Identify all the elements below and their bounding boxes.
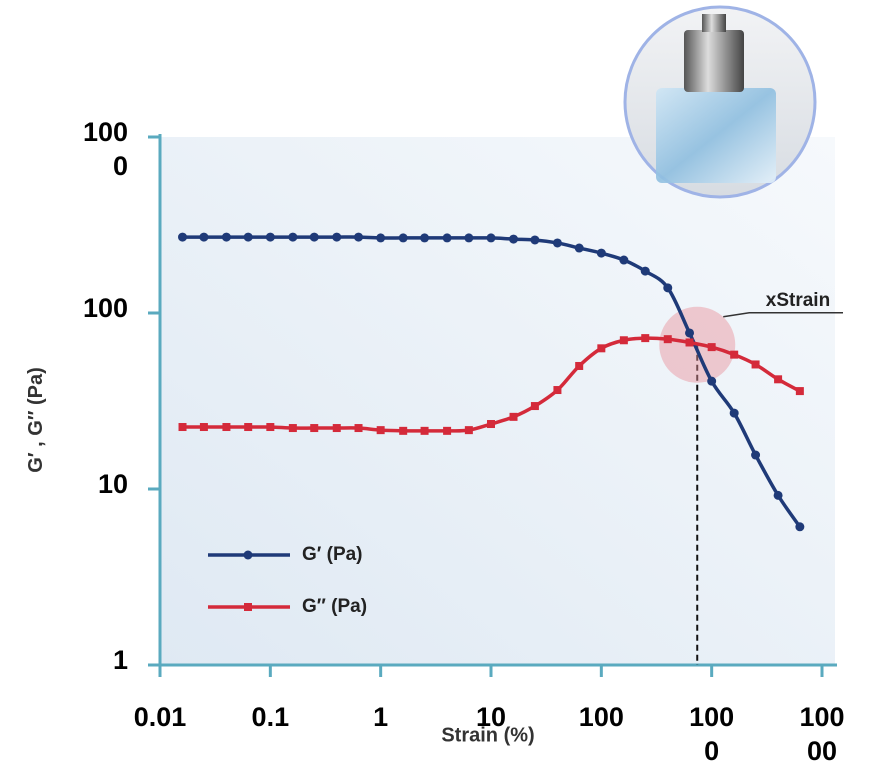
data-point (619, 255, 629, 265)
data-point (509, 412, 518, 421)
x-axis-label: Strain (%) (441, 724, 534, 746)
data-point (486, 233, 496, 243)
data-point (619, 336, 628, 345)
data-point (663, 283, 673, 293)
data-point (707, 376, 717, 386)
data-point (774, 375, 783, 384)
x-tick-label: 100 (578, 702, 624, 732)
legend-label: G′ (Pa) (302, 544, 363, 565)
data-point (641, 334, 650, 343)
annotation-label: xStrain (766, 290, 830, 311)
data-point (288, 232, 298, 242)
data-point (332, 232, 342, 242)
data-point (596, 248, 606, 258)
data-point (530, 235, 540, 245)
data-point (663, 335, 672, 344)
legend-marker (244, 603, 252, 611)
data-point (530, 402, 539, 411)
data-point (552, 238, 562, 248)
data-point (751, 360, 760, 369)
data-point (399, 426, 408, 435)
data-point (443, 426, 452, 435)
data-point (575, 361, 584, 370)
x-tick-label: 0.01 (133, 702, 187, 732)
data-point (487, 420, 495, 429)
data-point (730, 350, 739, 359)
data-point (640, 266, 650, 276)
data-point (464, 233, 474, 243)
data-point (597, 344, 606, 353)
data-point (354, 424, 363, 433)
data-point (243, 232, 253, 242)
photo (623, 5, 817, 199)
data-point (265, 232, 275, 242)
data-point (199, 232, 209, 242)
data-point (795, 522, 805, 532)
data-point (773, 490, 783, 500)
x-tick-label: 10 (475, 702, 507, 732)
plot-area (160, 137, 835, 665)
x-tick-label: 0.1 (251, 702, 290, 732)
y-tick-label: 100 (82, 293, 128, 323)
y-tick-label: 1 (112, 645, 128, 675)
x-tick-label: 1 (373, 702, 389, 732)
data-point (221, 232, 231, 242)
data-point (420, 233, 430, 243)
x-tick-label: 10000 (799, 702, 845, 766)
data-point (795, 387, 804, 396)
data-point (574, 243, 584, 253)
data-point (398, 233, 408, 243)
data-point (376, 426, 385, 435)
x-tick-label: 1000 (689, 702, 735, 766)
data-point (442, 233, 452, 243)
data-point (354, 232, 364, 242)
data-point (222, 423, 231, 432)
data-point (266, 423, 275, 432)
legend-marker (243, 550, 253, 560)
data-point (509, 234, 519, 244)
data-point (685, 338, 694, 347)
data-point (376, 233, 386, 243)
data-point (553, 386, 562, 395)
data-point (310, 424, 319, 433)
legend-label: G″ (Pa) (302, 596, 367, 617)
data-point (751, 450, 761, 460)
y-tick-label: 1000 (82, 117, 128, 181)
data-point (707, 343, 716, 352)
data-point (332, 424, 341, 433)
data-point (244, 423, 253, 432)
data-point (685, 328, 695, 338)
data-point (288, 424, 297, 433)
data-point (309, 232, 319, 242)
y-axis-label: G′ , G″ (Pa) (25, 367, 47, 473)
annotation-leader (723, 312, 843, 318)
y-tick-label: 10 (97, 469, 128, 499)
data-point (178, 423, 187, 432)
data-point (729, 408, 739, 418)
data-point (464, 426, 473, 435)
data-point (178, 232, 188, 242)
data-point (420, 426, 429, 435)
data-point (199, 423, 208, 432)
